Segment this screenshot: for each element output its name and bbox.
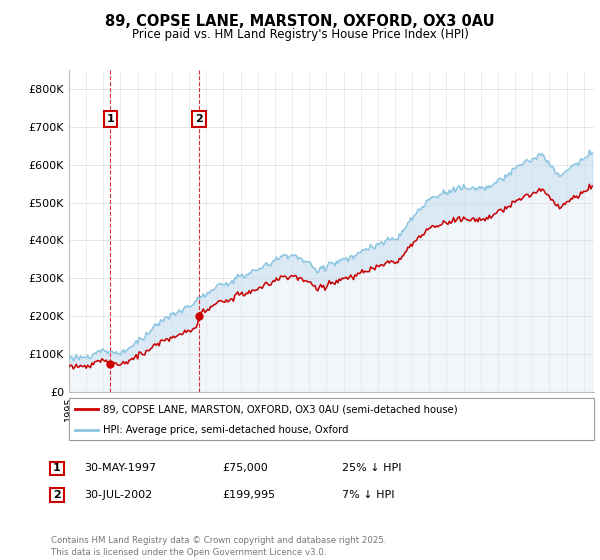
- Text: 7% ↓ HPI: 7% ↓ HPI: [342, 490, 395, 500]
- Text: 89, COPSE LANE, MARSTON, OXFORD, OX3 0AU: 89, COPSE LANE, MARSTON, OXFORD, OX3 0AU: [105, 14, 495, 29]
- Text: 1: 1: [106, 114, 114, 124]
- Text: 2: 2: [195, 114, 203, 124]
- Text: HPI: Average price, semi-detached house, Oxford: HPI: Average price, semi-detached house,…: [103, 426, 349, 435]
- Text: 25% ↓ HPI: 25% ↓ HPI: [342, 463, 401, 473]
- Text: £75,000: £75,000: [222, 463, 268, 473]
- Text: 2: 2: [53, 490, 61, 500]
- Text: £199,995: £199,995: [222, 490, 275, 500]
- Text: 30-MAY-1997: 30-MAY-1997: [84, 463, 156, 473]
- Text: Price paid vs. HM Land Registry's House Price Index (HPI): Price paid vs. HM Land Registry's House …: [131, 28, 469, 41]
- Text: 1: 1: [53, 463, 61, 473]
- Text: 89, COPSE LANE, MARSTON, OXFORD, OX3 0AU (semi-detached house): 89, COPSE LANE, MARSTON, OXFORD, OX3 0AU…: [103, 404, 458, 414]
- Text: 30-JUL-2002: 30-JUL-2002: [84, 490, 152, 500]
- Text: Contains HM Land Registry data © Crown copyright and database right 2025.
This d: Contains HM Land Registry data © Crown c…: [51, 536, 386, 557]
